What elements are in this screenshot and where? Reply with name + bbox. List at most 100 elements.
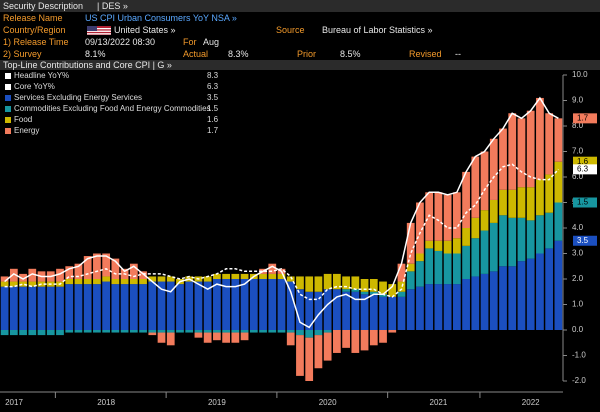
bar-segment (19, 281, 27, 287)
bar-segment (323, 332, 332, 361)
bar-segment (231, 279, 240, 330)
bar-segment (176, 330, 184, 333)
bar-segment (28, 281, 37, 287)
bar-segment (37, 286, 46, 330)
bar-segment (416, 261, 424, 287)
bar-segment (120, 330, 129, 333)
bar-segment (416, 202, 424, 254)
value[interactable]: US CPI Urban Consumers YoY NSA » (85, 13, 237, 23)
bar-segment (397, 291, 406, 297)
row: 1) Release Time 09/13/2022 08:30 For Aug (0, 36, 600, 48)
bar-segment (342, 276, 350, 290)
bar-segment (166, 276, 175, 282)
legend-value: 1.7 (207, 126, 219, 135)
bar-segment (452, 253, 461, 285)
y-tick-label: 9.0 (572, 96, 584, 105)
bar-segment (554, 202, 563, 241)
bar-segment (314, 276, 323, 292)
bar-segment (194, 332, 203, 338)
bar-segment (213, 273, 221, 279)
bar-segment (342, 330, 350, 348)
row: Release Name US CPI Urban Consumers YoY … (0, 12, 600, 24)
bar-segment (185, 330, 194, 333)
bar-segment (360, 294, 369, 330)
label: Release Name (3, 13, 63, 23)
bar-segment (166, 332, 175, 346)
value: 8.1% (85, 49, 106, 59)
bar-segment (517, 187, 526, 218)
bar-segment (471, 217, 480, 239)
y-tick-label: 3.0 (572, 249, 584, 258)
bar-segment (434, 192, 443, 241)
bar-segment (74, 330, 83, 333)
bar-segment (360, 291, 369, 295)
bar-segment (0, 330, 9, 336)
bar-segment (545, 174, 554, 213)
bar-segment (462, 228, 470, 246)
line (4, 96, 559, 329)
bar-segment (452, 284, 461, 330)
flag (87, 26, 111, 35)
bar-segment (379, 294, 387, 297)
bar-segment (286, 276, 295, 282)
function-code[interactable]: | DES » (97, 1, 128, 11)
bar-segment (462, 245, 470, 279)
bar-segment (231, 273, 240, 279)
bar-segment (148, 332, 157, 336)
value[interactable]: United States » (114, 25, 176, 35)
bar-segment (554, 240, 563, 330)
label: Revised (409, 49, 442, 59)
bar-segment (517, 118, 526, 188)
value: 09/13/2022 08:30 (85, 37, 156, 47)
chart-title[interactable]: Top-Line Contributions and Core CPI | G … (3, 60, 172, 70)
legend-label: Core YoY% (14, 82, 55, 91)
bar-segment (554, 161, 563, 203)
legend-label: Food (14, 115, 32, 124)
value: 8.5% (340, 49, 361, 59)
bar-segment (46, 286, 55, 330)
bar-segment (471, 238, 480, 277)
value-badge-label: 3.5 (577, 236, 589, 245)
bar-segment (148, 276, 157, 282)
bar-segment (379, 296, 387, 330)
bar-segment (452, 192, 461, 239)
bar-segment (286, 330, 295, 333)
bar-segment (351, 289, 360, 292)
bar-segment (452, 238, 461, 254)
bar-segment (37, 330, 46, 336)
bar-segment (0, 276, 9, 282)
bar-segment (93, 330, 101, 333)
bar-segment (425, 248, 434, 285)
chart-header: Top-Line Contributions and Core CPI | G … (0, 60, 600, 71)
bar-segment (406, 222, 415, 264)
value[interactable]: Bureau of Labor Statistics » (322, 25, 433, 35)
bar-segment (499, 266, 507, 330)
bar-segment (351, 276, 360, 290)
bar-segment (536, 179, 544, 216)
bar-segment (277, 330, 286, 333)
bar-segment (9, 286, 18, 330)
x-tick-label: 2017 (5, 398, 23, 407)
bar-segment (194, 330, 203, 333)
legend-label: Commodities Excluding Food And Energy Co… (14, 104, 211, 113)
bar-segment (83, 284, 92, 330)
bar-segment (28, 330, 37, 336)
bar-segment (416, 253, 424, 262)
bar-segment (379, 281, 387, 295)
bar-segment (471, 156, 480, 218)
bar-segment (462, 279, 470, 330)
bar-segment (480, 210, 489, 231)
legend-swatch (5, 106, 11, 112)
value-badge (573, 197, 597, 208)
bar-segment (203, 276, 212, 282)
x-tick-label: 2022 (522, 398, 540, 407)
label: Prior (297, 49, 317, 59)
value-badge (573, 113, 597, 124)
bar-segment (489, 138, 498, 200)
bar-segment (517, 261, 526, 330)
line (4, 163, 559, 301)
bar-segment (56, 268, 64, 282)
bar-segment (65, 266, 74, 279)
bar-segment (480, 230, 489, 274)
value-badge (573, 156, 597, 167)
